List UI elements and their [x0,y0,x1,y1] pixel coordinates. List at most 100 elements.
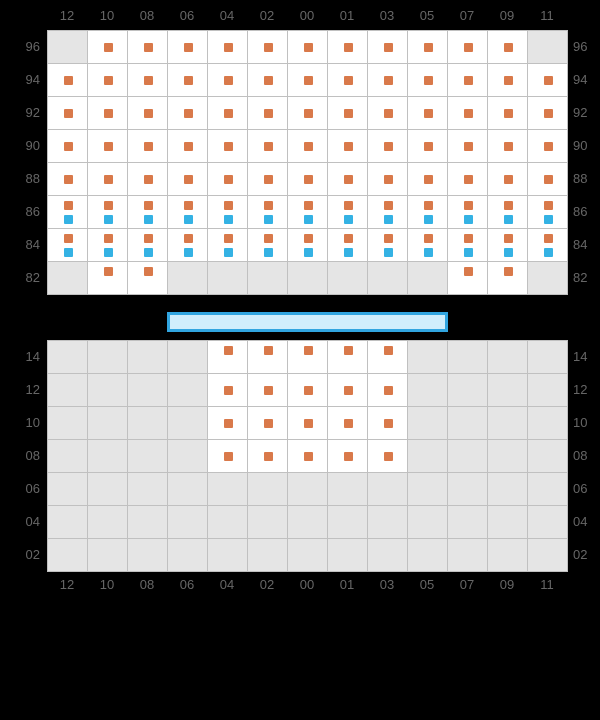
seat-cell [168,262,208,295]
seat-cell [48,262,88,295]
marker-orange [344,175,353,184]
row-label: 86 [573,204,600,219]
marker-orange [224,43,233,52]
seat-cell [128,539,168,572]
row-label: 84 [573,237,600,252]
row-label: 10 [10,415,40,430]
marker-orange [104,43,113,52]
col-label: 12 [47,577,87,592]
seat-cell [528,539,568,572]
marker-blue [184,248,193,257]
marker-blue [344,248,353,257]
seat-cell [488,407,528,440]
marker-orange [144,175,153,184]
seat-cell [208,262,248,295]
row-label: 04 [573,514,600,529]
col-label: 04 [207,577,247,592]
seat-cell [248,473,288,506]
marker-orange [384,452,393,461]
marker-orange [504,201,513,210]
col-label: 05 [407,577,447,592]
seat-cell [368,539,408,572]
marker-orange [464,43,473,52]
marker-orange [304,109,313,118]
marker-orange [344,201,353,210]
marker-orange [304,452,313,461]
seat-cell [528,440,568,473]
marker-orange [344,346,353,355]
marker-orange [384,142,393,151]
seat-cell [448,341,488,374]
marker-orange [104,175,113,184]
marker-orange [544,76,553,85]
seat-cell [168,440,208,473]
marker-blue [504,248,513,257]
marker-orange [224,346,233,355]
marker-orange [384,43,393,52]
row-label: 82 [573,270,600,285]
marker-blue [544,215,553,224]
row-label: 12 [573,382,600,397]
marker-orange [544,234,553,243]
seat-cell [488,374,528,407]
marker-orange [344,234,353,243]
marker-blue [64,215,73,224]
marker-orange [224,142,233,151]
marker-orange [504,267,513,276]
row-label: 08 [573,448,600,463]
seat-cell [128,506,168,539]
marker-orange [424,175,433,184]
marker-orange [304,76,313,85]
marker-orange [464,142,473,151]
col-label: 00 [287,8,327,23]
marker-orange [184,142,193,151]
seat-cell [48,539,88,572]
col-label: 07 [447,577,487,592]
marker-orange [64,109,73,118]
marker-orange [304,419,313,428]
seat-cell [488,341,528,374]
marker-orange [344,386,353,395]
seat-cell [168,407,208,440]
seat-cell [408,473,448,506]
marker-orange [384,76,393,85]
marker-orange [224,386,233,395]
row-label: 08 [10,448,40,463]
seat-cell [408,262,448,295]
seat-cell [528,341,568,374]
marker-orange [264,419,273,428]
seat-cell [488,440,528,473]
seat-cell [168,374,208,407]
marker-orange [384,346,393,355]
col-label: 12 [47,8,87,23]
col-label: 09 [487,8,527,23]
col-label: 08 [127,8,167,23]
marker-orange [384,109,393,118]
marker-orange [184,201,193,210]
seat-cell [128,440,168,473]
row-label: 06 [10,481,40,496]
marker-blue [504,215,513,224]
marker-orange [184,43,193,52]
marker-orange [344,452,353,461]
seat-cell [528,374,568,407]
seat-cell [168,473,208,506]
col-label: 02 [247,577,287,592]
col-label: 06 [167,8,207,23]
marker-orange [264,109,273,118]
marker-orange [264,175,273,184]
marker-orange [264,142,273,151]
seat-cell [408,341,448,374]
marker-orange [544,201,553,210]
col-label: 05 [407,8,447,23]
col-label: 01 [327,577,367,592]
stage-bar [167,312,448,332]
seat-cell [88,374,128,407]
seat-cell [168,341,208,374]
seat-cell [328,506,368,539]
marker-orange [144,109,153,118]
seat-cell [208,539,248,572]
marker-orange [144,76,153,85]
row-label: 86 [10,204,40,219]
marker-orange [344,109,353,118]
